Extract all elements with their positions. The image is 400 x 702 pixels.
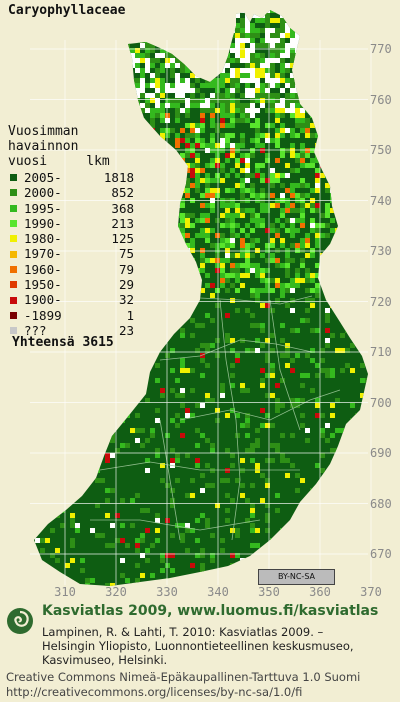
y-axis-label: 720: [370, 294, 392, 309]
legend-label: 2000-: [24, 185, 62, 201]
y-axis-label: 760: [370, 92, 392, 107]
legend-label: 1995-: [24, 200, 62, 216]
legend-row: 1990- 213: [8, 216, 134, 231]
license-text[interactable]: Creative Commons Nimeä-Epäkaupallinen-Ta…: [6, 670, 361, 699]
legend-row: 1950- 29: [8, 277, 134, 292]
legend-row: 2005- 1818: [8, 170, 134, 185]
x-axis-label: 360: [309, 585, 331, 599]
legend-row: 2000- 852: [8, 185, 134, 200]
legend-label: 1900-: [24, 292, 62, 308]
total-value: 3615: [82, 335, 114, 350]
legend-row: 1900- 32: [8, 292, 134, 307]
legend-swatch: [10, 281, 17, 289]
legend: 2005- 1818 2000- 852 1995- 368 1990- 213 1980- 12…: [8, 170, 134, 338]
legend-label: 1980-: [24, 231, 62, 247]
y-axis-label: 770: [370, 42, 392, 56]
y-axis-label: 670: [370, 547, 392, 561]
legend-row: -1899 1: [8, 308, 134, 323]
x-axis-label: 370: [360, 585, 382, 599]
legend-count: 1818: [103, 170, 134, 185]
legend-heading: Vuosimman havainnon vuosi lkm: [8, 124, 110, 169]
x-axis-label: 350: [258, 585, 280, 599]
x-axis-label: 330: [156, 585, 178, 599]
credits-title[interactable]: Kasviatlas 2009, www.luomus.fi/kasviatla…: [42, 603, 379, 619]
y-axis-label: 740: [370, 193, 392, 208]
legend-swatch: [10, 250, 17, 258]
legend-count: 368: [111, 200, 134, 216]
y-axis-label: 680: [370, 496, 392, 511]
legend-swatch: [10, 220, 17, 228]
legend-swatch: [10, 235, 17, 243]
legend-row: 1980- 125: [8, 231, 134, 246]
legend-row: ??? 23: [8, 323, 134, 338]
legend-total: Yhteensä 3615: [12, 335, 114, 350]
legend-count: 23: [118, 322, 134, 338]
legend-count: 852: [111, 185, 134, 201]
legend-count: 75: [118, 246, 134, 262]
legend-label: 1990-: [24, 215, 62, 231]
legend-swatch: [10, 311, 17, 319]
y-axis-label: 700: [370, 395, 392, 410]
cc-license-badge[interactable]: BY-NC-SA: [258, 569, 335, 585]
legend-count: 29: [118, 277, 134, 293]
legend-row: 1995- 368: [8, 201, 134, 216]
legend-label: -1899: [24, 307, 62, 323]
kasviatlas-logo-icon: [7, 608, 33, 634]
x-axis-label: 320: [105, 585, 127, 599]
legend-row: 1960- 79: [8, 262, 134, 277]
species-title: Caryophyllaceae: [8, 3, 126, 18]
y-axis-label: 750: [370, 143, 392, 157]
legend-label: 2005-: [24, 170, 62, 185]
legend-label: 1970-: [24, 246, 62, 262]
credits-citation: Lampinen, R. & Lahti, T. 2010: Kasviatla…: [42, 625, 354, 667]
legend-label: 1950-: [24, 277, 62, 293]
legend-count: 32: [118, 292, 134, 308]
legend-swatch: [10, 204, 17, 212]
y-axis-label: 710: [370, 345, 392, 359]
legend-swatch: [10, 174, 17, 182]
legend-label: ???: [24, 322, 47, 338]
legend-swatch: [10, 327, 17, 335]
legend-count: 1: [126, 307, 134, 323]
total-label: Yhteensä: [12, 335, 75, 350]
y-axis-label: 730: [370, 244, 392, 258]
y-axis-label: 690: [370, 446, 392, 460]
legend-swatch: [10, 189, 17, 197]
legend-count: 213: [111, 215, 134, 231]
legend-swatch: [10, 265, 17, 273]
legend-swatch: [10, 296, 17, 304]
distribution-map: [30, 10, 372, 586]
x-axis-label: 310: [54, 585, 76, 599]
legend-row: 1970- 75: [8, 246, 134, 261]
legend-label: 1960-: [24, 261, 62, 277]
legend-count: 125: [111, 231, 134, 247]
x-axis-label: 340: [207, 585, 229, 599]
legend-count: 79: [118, 261, 134, 277]
